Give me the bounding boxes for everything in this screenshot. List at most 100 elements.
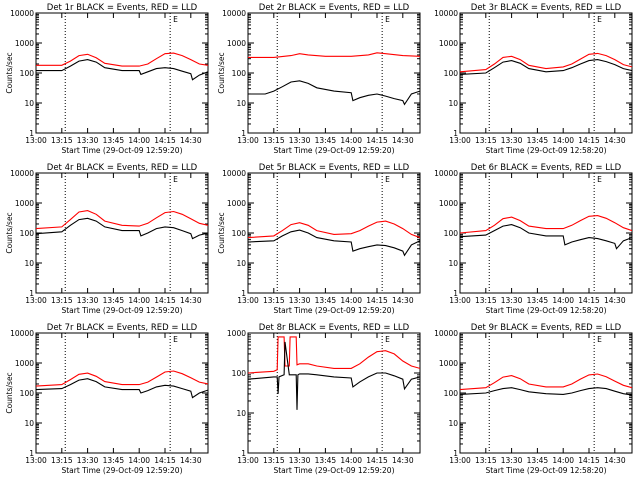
x-tick-label: 13:30 — [501, 136, 523, 145]
y-tick-label: 1 — [453, 129, 458, 138]
lld-series-line — [248, 220, 420, 239]
y-tick-label: 1 — [29, 449, 34, 458]
y-tick-label: 1 — [241, 449, 246, 458]
event-marker-label: E — [597, 335, 602, 344]
x-tick-label: 14:15 — [366, 456, 388, 465]
x-tick-label: 14:00 — [340, 296, 362, 305]
x-tick-label: 13:45 — [315, 456, 337, 465]
x-tick-label: 13:30 — [289, 456, 311, 465]
plot-frame — [247, 12, 421, 134]
x-tick-label: 13:45 — [103, 296, 125, 305]
events-series-line — [36, 59, 208, 81]
y-tick-label: 10 — [448, 259, 458, 268]
plot-panel-1: Det 1r BLACK = Events, RED = LLD E 13:00 13… — [5, 3, 209, 155]
x-tick-label: 14:30 — [392, 136, 414, 145]
events-series-line — [460, 59, 632, 75]
y-tick-label: 1000 — [227, 329, 246, 338]
x-axis-label: Start Time (29-Oct-09 12:59:20) — [273, 466, 394, 475]
plot-panel-9: Det 9r BLACK = Events, RED = LLD E 13:00 13… — [434, 323, 633, 475]
x-tick-label: 13:45 — [527, 296, 549, 305]
y-tick-label: 1000 — [439, 359, 458, 368]
x-tick-label: 13:00 — [25, 456, 47, 465]
plot-title: Det 1r BLACK = Events, RED = LLD — [47, 3, 198, 13]
plot-title: Det 3r BLACK = Events, RED = LLD — [471, 3, 622, 13]
y-tick-label: 1 — [241, 289, 246, 298]
y-tick-label: 10 — [448, 99, 458, 108]
plot-frame — [35, 332, 209, 454]
x-axis-label: Start Time (29-Oct-09 12:58:20) — [485, 466, 606, 475]
y-tick-label: 1000 — [439, 39, 458, 48]
y-tick-label: 10 — [24, 259, 34, 268]
x-tick-label: 14:15 — [154, 456, 176, 465]
plot-frame — [35, 172, 209, 294]
plot-panel-3: Det 3r BLACK = Events, RED = LLD E 13:00 13… — [434, 3, 633, 155]
plot-panel-2: Det 2r BLACK = Events, RED = LLD E 13:00 13… — [217, 3, 421, 155]
x-tick-label: 14:00 — [128, 296, 150, 305]
x-tick-label: 14:00 — [128, 456, 150, 465]
y-tick-label: 100 — [444, 229, 459, 238]
y-tick-label: 10 — [236, 259, 246, 268]
x-tick-label: 13:30 — [77, 136, 99, 145]
x-tick-label: 13:30 — [501, 456, 523, 465]
y-tick-label: 1 — [29, 129, 34, 138]
plot-title: Det 7r BLACK = Events, RED = LLD — [47, 323, 198, 333]
x-tick-label: 13:00 — [25, 296, 47, 305]
y-tick-label: 10000 — [10, 329, 34, 338]
x-tick-label: 13:15 — [51, 296, 73, 305]
events-series-line — [36, 217, 208, 240]
lld-series-line — [248, 52, 420, 58]
y-tick-label: 1000 — [15, 359, 34, 368]
y-tick-label: 100 — [20, 69, 35, 78]
event-marker-label: E — [597, 15, 602, 24]
x-tick-label: 13:00 — [25, 136, 47, 145]
y-tick-label: 10 — [24, 419, 34, 428]
x-tick-label: 13:30 — [289, 296, 311, 305]
x-tick-label: 13:45 — [527, 456, 549, 465]
y-tick-label: 10 — [236, 409, 246, 418]
x-tick-label: 13:15 — [263, 296, 285, 305]
events-series-line — [36, 378, 208, 399]
plot-title: Det 6r BLACK = Events, RED = LLD — [471, 163, 622, 173]
y-tick-label: 10000 — [434, 9, 458, 18]
x-tick-label: 14:30 — [392, 456, 414, 465]
x-tick-label: 14:00 — [340, 136, 362, 145]
y-tick-label: 1 — [453, 289, 458, 298]
x-tick-label: 13:45 — [315, 136, 337, 145]
y-tick-label: 100 — [444, 69, 459, 78]
y-tick-label: 1 — [241, 129, 246, 138]
y-tick-label: 100 — [232, 69, 247, 78]
events-series-line — [248, 229, 420, 257]
plot-title: Det 5r BLACK = Events, RED = LLD — [259, 163, 410, 173]
x-axis-label: Start Time (29-Oct-09 12:59:20) — [61, 146, 182, 155]
x-tick-label: 13:15 — [475, 136, 497, 145]
x-tick-label: 14:00 — [552, 296, 574, 305]
x-tick-label: 13:15 — [51, 456, 73, 465]
x-tick-label: 14:00 — [340, 456, 362, 465]
event-marker-label: E — [597, 175, 602, 184]
x-axis-label: Start Time (29-Oct-09 12:59:20) — [61, 466, 182, 475]
plot-title: Det 8r BLACK = Events, RED = LLD — [259, 323, 410, 333]
lld-series-line — [460, 373, 632, 391]
x-axis-label: Start Time (29-Oct-09 12:59:20) — [273, 146, 394, 155]
x-tick-label: 14:15 — [154, 296, 176, 305]
event-marker-label: E — [385, 15, 390, 24]
y-tick-label: 1000 — [227, 199, 246, 208]
event-marker-label: E — [173, 175, 178, 184]
event-marker-label: E — [173, 335, 178, 344]
x-axis-label: Start Time (29-Oct-09 12:59:20) — [273, 306, 394, 315]
y-tick-label: 1000 — [15, 199, 34, 208]
plot-panel-4: Det 4r BLACK = Events, RED = LLD E 13:00 13… — [5, 163, 209, 315]
x-tick-label: 13:15 — [475, 456, 497, 465]
plot-title: Det 2r BLACK = Events, RED = LLD — [259, 3, 410, 13]
y-tick-label: 1000 — [439, 199, 458, 208]
events-series-line — [248, 341, 420, 410]
y-tick-label: 10000 — [10, 9, 34, 18]
x-tick-label: 14:30 — [180, 296, 202, 305]
event-marker-label: E — [385, 175, 390, 184]
y-axis-label: Counts/sec — [5, 52, 14, 93]
y-tick-label: 1000 — [15, 39, 34, 48]
x-tick-label: 13:45 — [315, 296, 337, 305]
x-tick-label: 14:30 — [604, 296, 626, 305]
x-tick-label: 13:00 — [237, 456, 259, 465]
x-tick-label: 14:15 — [578, 456, 600, 465]
